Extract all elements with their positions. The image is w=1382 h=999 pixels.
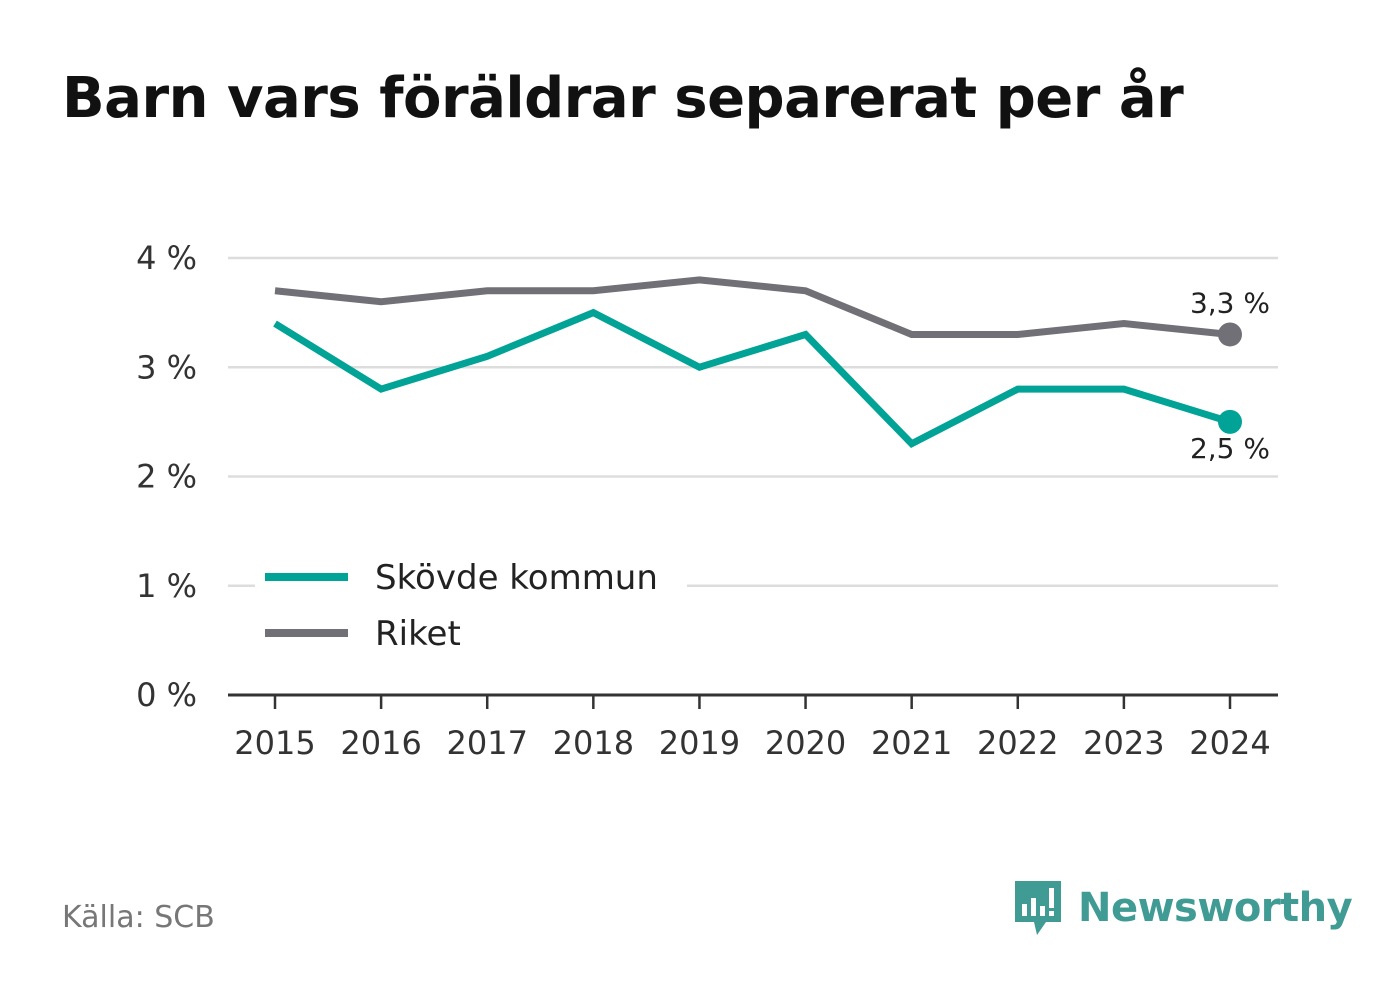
y-tick-label: 0 % [136, 676, 197, 714]
legend-label: Riket [375, 614, 461, 654]
series-lines: 3,3 % 2,5 % [273, 276, 1270, 465]
x-tick-label: 2023 [1083, 724, 1164, 762]
brand-name: Newsworthy [1078, 885, 1353, 931]
x-tick-label: 2017 [447, 724, 528, 762]
series-end-point [1218, 322, 1242, 347]
chart-title: Barn vars föräldrar separerat per år [62, 66, 1184, 131]
x-tick-label: 2022 [977, 724, 1058, 762]
series-end-label: 3,3 % [1190, 286, 1270, 319]
x-tick-label: 2021 [871, 724, 952, 762]
x-tick-label: 2018 [553, 724, 634, 762]
y-tick-label: 2 % [136, 458, 197, 496]
y-tick-label: 3 % [136, 348, 197, 386]
y-tick-label: 1 % [136, 567, 197, 605]
series-line-riket [274, 276, 1231, 338]
brand-logo: Newsworthy [1012, 878, 1353, 938]
legend: Skövde kommun Riket [255, 548, 687, 660]
x-tick-label: 2015 [234, 724, 315, 762]
source-note: Källa: SCB [62, 900, 215, 935]
bar-chart-speech-bubble-icon [1015, 881, 1061, 935]
legend-background [255, 548, 687, 660]
x-tick-label: 2016 [340, 724, 421, 762]
x-tick-label: 2020 [765, 724, 846, 762]
x-tick-label: 2024 [1189, 724, 1270, 762]
x-tick-label: 2019 [659, 724, 740, 762]
gridlines [228, 256, 1278, 587]
x-axis-ticks: 2015 2016 2017 2018 2019 2020 2021 2022 2023 2024 [228, 693, 1278, 762]
series-line-skovde [273, 308, 1232, 449]
series-end-label: 2,5 % [1190, 432, 1270, 465]
y-axis-ticks: 0 % 1 % 2 % 3 % 4 % [136, 239, 197, 714]
y-tick-label: 4 % [136, 239, 197, 277]
legend-label: Skövde kommun [375, 558, 658, 598]
series-end-point [1218, 409, 1242, 434]
